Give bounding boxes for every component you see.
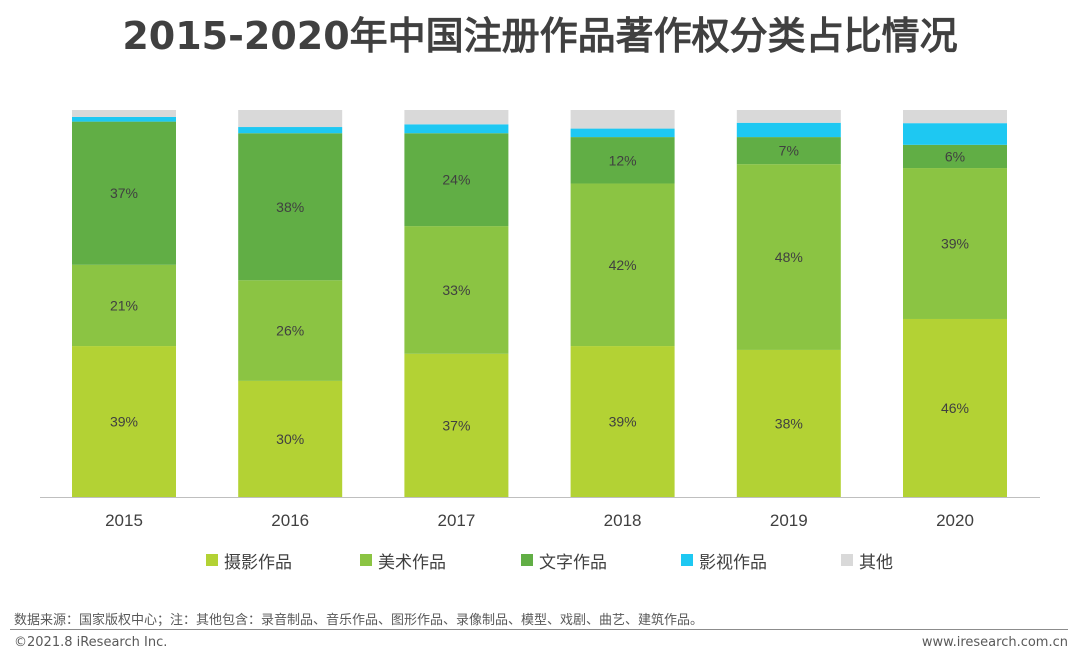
bar-segment-2019-5 [736, 110, 841, 123]
bar-segment-2015-1 [72, 346, 176, 497]
data-label-2018-1: 39% [609, 414, 637, 430]
data-label-2018-3: 12% [609, 152, 637, 168]
data-label-2016-2: 26% [276, 323, 304, 339]
chart-title: 2015-2020年中国注册作品著作权分类占比情况 [122, 14, 958, 58]
bar-segment-2018-2 [570, 183, 675, 347]
copyright-text: ©2021.8 iResearch Inc. [14, 635, 168, 650]
website-text: www.iresearch.com.cn [921, 635, 1068, 650]
bar-segment-2016-3 [238, 133, 343, 281]
legend-item-1: 摄影作品 [206, 548, 292, 573]
bar-segment-2015-4 [72, 116, 176, 122]
bar-segment-2020-1 [903, 318, 1007, 497]
legend-label-1: 摄影作品 [224, 552, 292, 573]
bar-segment-2017-3 [404, 133, 509, 227]
bar-segment-2016-1 [238, 380, 343, 497]
x-tick-label-2018: 2018 [604, 511, 642, 530]
bar-segment-2019-4 [736, 122, 841, 138]
data-label-2020-2: 39% [941, 236, 969, 252]
x-tick-label-2015: 2015 [105, 511, 143, 530]
bar-segment-2019-2 [736, 164, 841, 350]
bar-segment-2018-4 [570, 128, 675, 138]
bar-segment-2015-3 [72, 121, 176, 265]
legend-label-3: 文字作品 [539, 552, 607, 573]
bar-segment-2020-2 [903, 168, 1007, 319]
bar-segment-2020-5 [903, 110, 1007, 124]
legend-label-4: 影视作品 [699, 552, 767, 573]
bar-segment-2015-5 [72, 110, 176, 117]
legend-swatch-1 [206, 554, 218, 566]
bar-segment-2018-5 [570, 110, 675, 129]
bar-segment-2016-2 [238, 280, 343, 381]
legend-swatch-4 [681, 554, 693, 566]
bar-segment-2020-3 [903, 144, 1007, 169]
bar-segment-2019-1 [736, 349, 841, 497]
data-label-2019-1: 38% [775, 415, 803, 431]
chart-legend: 摄影作品 美术作品 文字作品 影视作品 其他 [0, 548, 1080, 573]
bar-segment-2020-4 [903, 123, 1007, 145]
data-label-2015-2: 21% [110, 297, 138, 313]
x-tick-label-2017: 2017 [437, 511, 475, 530]
data-label-2019-3: 7% [779, 143, 799, 159]
bar-segment-2016-5 [238, 110, 343, 128]
legend-swatch-5 [841, 554, 853, 566]
data-label-2016-1: 30% [276, 431, 304, 447]
legend-label-5: 其他 [859, 552, 893, 573]
data-label-2019-2: 48% [775, 249, 803, 265]
legend-item-3: 文字作品 [521, 548, 607, 573]
legend-item-5: 其他 [841, 548, 893, 573]
x-tick-label-2016: 2016 [271, 511, 309, 530]
data-label-2017-1: 37% [442, 417, 470, 433]
bar-segment-2016-4 [238, 127, 343, 134]
bar-segment-2017-1 [404, 353, 509, 497]
data-label-2015-1: 39% [110, 414, 138, 430]
data-label-2018-2: 42% [609, 257, 637, 273]
footer-divider [10, 629, 1068, 630]
x-tick-label-2019: 2019 [770, 511, 808, 530]
data-source-note: 数据来源：国家版权中心；注：其他包含：录音制品、音乐作品、图形作品、录像制品、模… [14, 613, 704, 628]
data-label-2015-3: 37% [110, 185, 138, 201]
bar-segment-2017-5 [404, 110, 509, 125]
bar-segment-2015-2 [72, 264, 176, 347]
legend-swatch-2 [360, 554, 372, 566]
bar-segment-2017-4 [404, 124, 509, 134]
bar-segment-2018-3 [570, 137, 675, 184]
bar-segment-2019-3 [736, 137, 841, 165]
data-label-2020-1: 46% [941, 400, 969, 416]
legend-item-2: 美术作品 [360, 548, 446, 573]
data-label-2017-3: 24% [442, 172, 470, 188]
legend-item-4: 影视作品 [681, 548, 767, 573]
x-tick-label-2020: 2020 [936, 511, 974, 530]
data-label-2017-2: 33% [442, 282, 470, 298]
data-label-2016-3: 38% [276, 199, 304, 215]
legend-label-2: 美术作品 [378, 552, 446, 573]
bar-segment-2017-2 [404, 226, 509, 354]
legend-swatch-3 [521, 554, 533, 566]
data-label-2020-3: 6% [945, 148, 965, 164]
bar-segment-2018-1 [570, 346, 675, 497]
